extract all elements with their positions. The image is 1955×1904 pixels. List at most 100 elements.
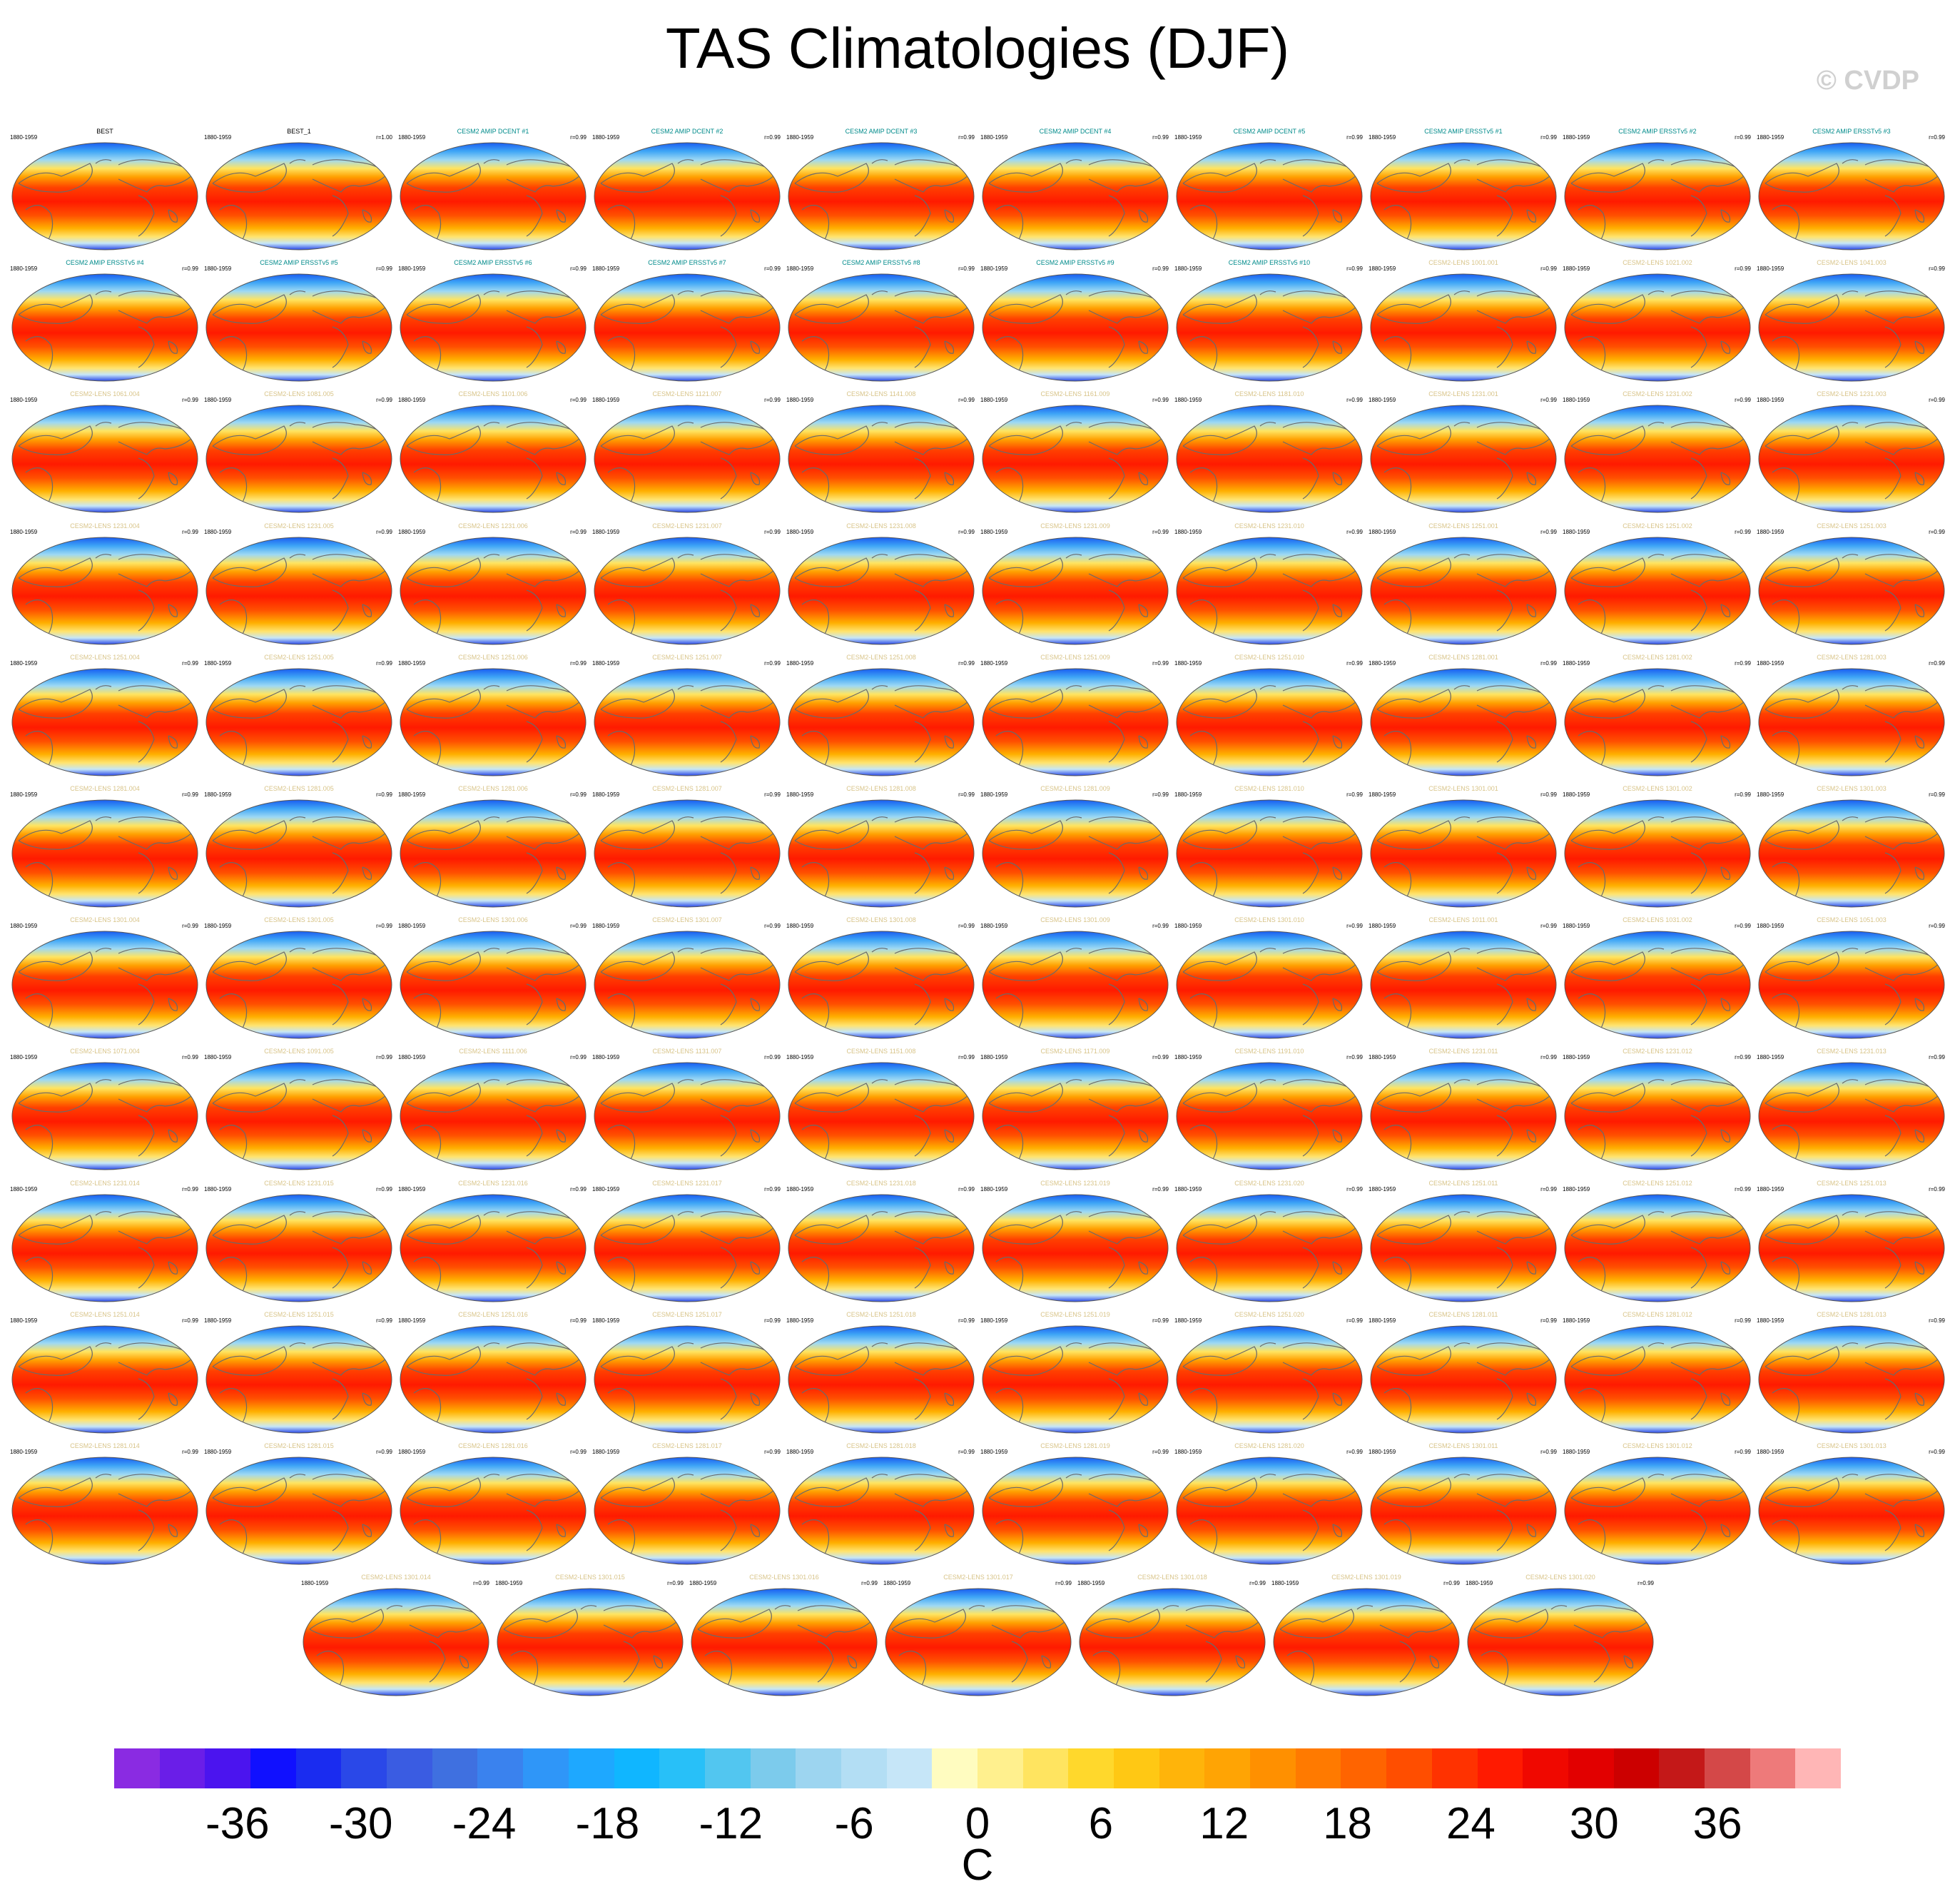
panel-correlation: r=0.99	[764, 1449, 781, 1455]
colorbar-box	[568, 1748, 614, 1788]
coastlines	[503, 1605, 679, 1688]
panel-title: BEST	[96, 128, 113, 135]
map-field	[11, 1062, 198, 1170]
panel-correlation: r=0.99	[376, 1317, 392, 1324]
coastline	[871, 1210, 888, 1216]
coastline	[1138, 604, 1149, 617]
map-field	[1564, 405, 1751, 513]
panel-title: CESM2-LENS 1251.020	[1234, 1310, 1304, 1318]
panel-correlation: r=0.99	[182, 923, 198, 930]
coastline	[312, 1210, 388, 1245]
panel-period: 1880-1959	[1368, 1054, 1396, 1061]
colorbar-box	[250, 1748, 297, 1788]
tas-map	[1370, 273, 1557, 382]
chart-title: TAS Climatologies (DJF)	[665, 16, 1290, 80]
map-panel: CESM2-LENS 1251.008 1880-1959 r=0.99	[786, 654, 976, 777]
panel-period: 1880-1959	[1174, 265, 1202, 273]
coastline	[1065, 684, 1082, 690]
coastline	[1376, 1477, 1451, 1507]
coastline	[503, 1609, 578, 1639]
map-field	[982, 1457, 1169, 1565]
coastline	[219, 1387, 248, 1426]
panel-title: CESM2-LENS 1301.009	[1040, 916, 1110, 924]
coastline	[506, 553, 582, 587]
panel-correlation: r=0.99	[1540, 134, 1557, 141]
coastline	[914, 1378, 931, 1420]
coastline	[607, 1256, 636, 1294]
panel-correlation: r=0.99	[764, 659, 781, 667]
panel-correlation: r=0.99	[1346, 1449, 1363, 1455]
panel-period: 1880-1959	[204, 134, 232, 141]
map-panel: CESM2-LENS 1251.003 1880-1959 r=0.99	[1757, 522, 1946, 646]
panel-correlation: r=0.99	[1152, 528, 1169, 535]
map-panel: CESM2-LENS 1231.014 1880-1959 r=0.99	[10, 1180, 200, 1303]
coastlines	[794, 553, 970, 637]
coastline	[1383, 862, 1412, 900]
map-field	[982, 273, 1169, 382]
panel-correlation: r=0.99	[1929, 1317, 1945, 1324]
coastline	[1182, 1477, 1257, 1507]
panel-period: 1880-1959	[786, 1449, 814, 1455]
coastline	[1647, 553, 1665, 559]
coastline	[506, 1210, 582, 1245]
tas-map	[982, 405, 1169, 513]
tas-map	[1564, 1457, 1751, 1565]
coastline	[1720, 209, 1731, 223]
coastline	[600, 951, 675, 982]
coastline	[1647, 422, 1665, 427]
map-field	[982, 799, 1169, 908]
panel-title: CESM2-LENS 1251.010	[1234, 653, 1304, 661]
panel-correlation: r=0.99	[376, 528, 392, 535]
coastline	[914, 1115, 931, 1157]
map-panel: CESM2-LENS 1281.004 1880-1959 r=0.99	[10, 785, 200, 908]
coastline	[1720, 998, 1731, 1011]
coastline	[871, 1079, 888, 1084]
panel-title: CESM2-LENS 1281.019	[1040, 1442, 1110, 1449]
tas-map	[1758, 1194, 1945, 1302]
panel-correlation: r=0.99	[764, 397, 781, 404]
coastline	[1772, 993, 1800, 1031]
coastline	[1282, 553, 1359, 587]
map-panel: CESM2-LENS 1111.006 1880-1959 r=0.99	[398, 1048, 588, 1171]
coastline	[332, 852, 349, 894]
coastline	[750, 1261, 761, 1275]
coastline	[1282, 422, 1359, 456]
coastline	[1670, 290, 1747, 324]
coastline	[312, 1342, 388, 1376]
coastline	[1764, 163, 1839, 193]
map-panel: CESM2-LENS 1231.020 1880-1959 r=0.99	[1174, 1180, 1364, 1303]
coastline	[1914, 472, 1925, 486]
coastline	[332, 983, 349, 1026]
coastline	[871, 290, 888, 295]
coastline	[1647, 1342, 1665, 1347]
coastlines	[1764, 159, 1941, 243]
coastlines	[406, 422, 582, 505]
coastline	[1065, 816, 1082, 821]
tas-map	[11, 1325, 198, 1434]
panel-title: CESM2-LENS 1231.016	[458, 1179, 528, 1187]
map-field	[594, 273, 781, 382]
panel-title: CESM2-LENS 1231.018	[846, 1179, 916, 1187]
colorbar	[114, 1748, 1842, 1788]
coastline	[413, 862, 442, 900]
panel-period: 1880-1959	[398, 791, 426, 798]
map-field	[788, 799, 975, 908]
panel-correlation: r=0.99	[764, 265, 781, 273]
coastline	[118, 685, 194, 719]
coastline	[289, 422, 306, 427]
coastline	[995, 1519, 1024, 1557]
coastline	[944, 866, 955, 880]
coastline	[1842, 684, 1859, 690]
map-field	[982, 405, 1169, 513]
map-field	[1758, 1325, 1945, 1434]
coastline	[750, 209, 761, 223]
coastlines	[1570, 684, 1747, 769]
panel-correlation: r=0.99	[958, 265, 975, 273]
panel-correlation: r=0.99	[764, 134, 781, 141]
coastline	[362, 1261, 372, 1275]
map-field	[594, 1457, 781, 1565]
coastline	[1065, 422, 1082, 427]
colorbar-box	[205, 1748, 251, 1788]
coastline	[406, 294, 481, 325]
coastline	[1189, 205, 1218, 243]
